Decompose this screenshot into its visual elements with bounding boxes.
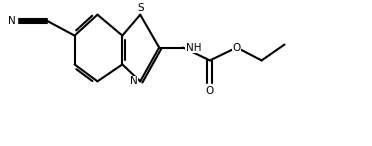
Text: S: S [137,3,144,13]
Text: O: O [232,42,241,53]
Text: N: N [129,76,137,86]
Text: N: N [8,16,16,26]
Text: O: O [206,86,214,96]
Text: NH: NH [186,42,202,53]
